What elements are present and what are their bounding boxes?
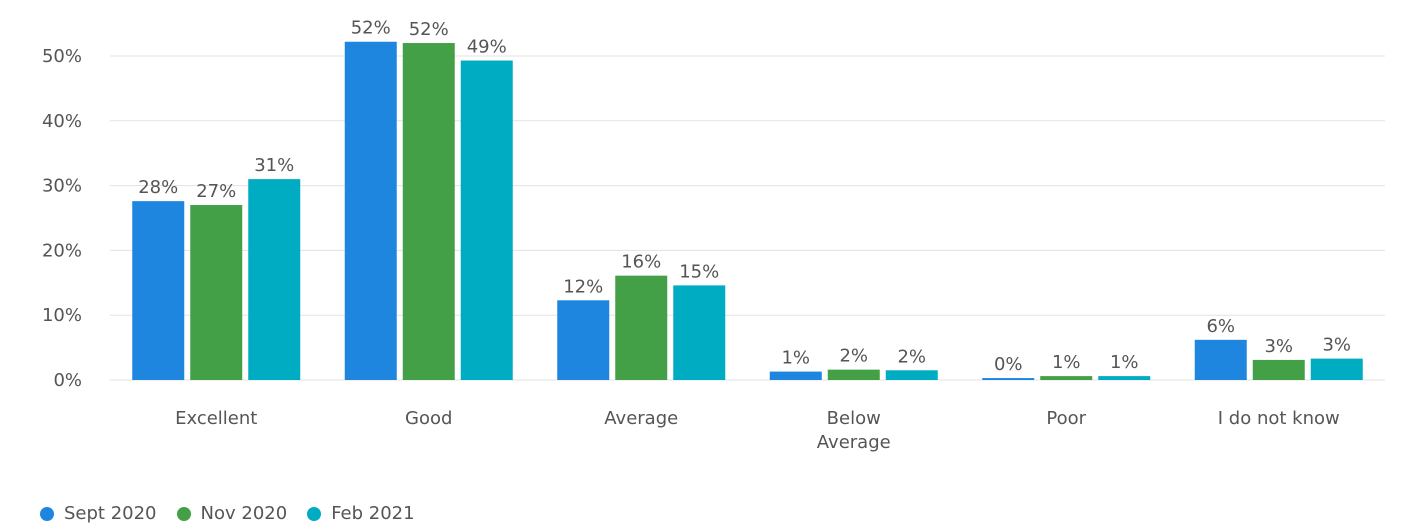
legend-label: Nov 2020	[200, 503, 288, 524]
gridlines	[110, 55, 1385, 381]
data-label: 1%	[1052, 352, 1081, 373]
y-axis-ticks: 0% 10% 20% 30% 40% 50%	[42, 46, 82, 391]
bar[interactable]	[402, 43, 455, 380]
y-tick-label: 0%	[53, 370, 82, 391]
legend-label: Sept 2020	[64, 503, 157, 524]
data-label: 2%	[839, 346, 868, 367]
data-label: 3%	[1322, 335, 1351, 356]
x-axis-categories: Excellent Good Average Below Average Poor I do…	[175, 408, 1340, 453]
y-tick-label: 40%	[42, 111, 82, 132]
bar-chart: 0% 10% 20% 30% 40% 50% 28% 27% 31% 52% 52% 49% 12% 1…	[42, 18, 1385, 453]
bar[interactable]	[557, 300, 610, 380]
data-label: 27%	[196, 181, 236, 202]
legend-item-sept-2020[interactable]: Sept 2020	[40, 503, 157, 524]
x-category-label: Poor	[1046, 408, 1086, 429]
data-label: 28%	[138, 177, 178, 198]
bar[interactable]	[344, 41, 397, 381]
x-category-label: Average	[604, 408, 678, 429]
bar[interactable]	[673, 285, 726, 380]
legend-marker	[176, 506, 191, 521]
data-label: 52%	[409, 19, 449, 40]
bar[interactable]	[1040, 376, 1093, 380]
legend-item-feb-2021[interactable]: Feb 2021	[307, 503, 415, 524]
legend-marker	[307, 506, 322, 521]
y-tick-label: 30%	[42, 176, 82, 197]
y-tick-label: 20%	[42, 240, 82, 261]
bar[interactable]	[1194, 339, 1247, 380]
x-category-label: I do not know	[1218, 408, 1340, 429]
data-label: 52%	[351, 18, 391, 39]
legend: Sept 2020 Nov 2020 Feb 2021	[40, 503, 435, 524]
legend-label: Feb 2021	[331, 503, 415, 524]
data-label: 49%	[467, 37, 507, 58]
bar[interactable]	[615, 275, 668, 380]
data-label: 31%	[254, 155, 294, 176]
x-category-label: Below Average	[817, 408, 891, 453]
bar[interactable]	[460, 60, 513, 380]
y-tick-label: 10%	[42, 305, 82, 326]
bar[interactable]	[132, 201, 185, 380]
data-label: 3%	[1264, 336, 1293, 357]
x-category-label: Good	[405, 408, 452, 429]
bar[interactable]	[885, 370, 938, 380]
data-label: 1%	[781, 348, 810, 369]
x-category-label: Excellent	[175, 408, 257, 429]
bar[interactable]	[827, 369, 880, 380]
data-labels: 28% 27% 31% 52% 52% 49% 12% 16% 15% 1% 2% 2% 0% 1% 1% 6…	[138, 18, 1351, 375]
data-label: 1%	[1110, 352, 1139, 373]
data-label: 6%	[1206, 316, 1235, 337]
legend-marker	[40, 506, 54, 521]
bar[interactable]	[1252, 359, 1305, 380]
bars	[132, 41, 1363, 381]
bar[interactable]	[982, 378, 1035, 380]
data-label: 2%	[897, 346, 926, 367]
y-tick-label: 50%	[42, 46, 82, 67]
legend-item-nov-2020[interactable]: Nov 2020	[176, 503, 288, 524]
data-label: 12%	[563, 276, 603, 297]
bar[interactable]	[190, 205, 243, 380]
bar[interactable]	[248, 179, 301, 380]
data-label: 0%	[994, 354, 1023, 375]
data-label: 15%	[679, 261, 719, 282]
bar[interactable]	[769, 371, 822, 380]
data-label: 16%	[621, 252, 661, 273]
bar[interactable]	[1098, 376, 1151, 380]
bar[interactable]	[1310, 358, 1363, 380]
